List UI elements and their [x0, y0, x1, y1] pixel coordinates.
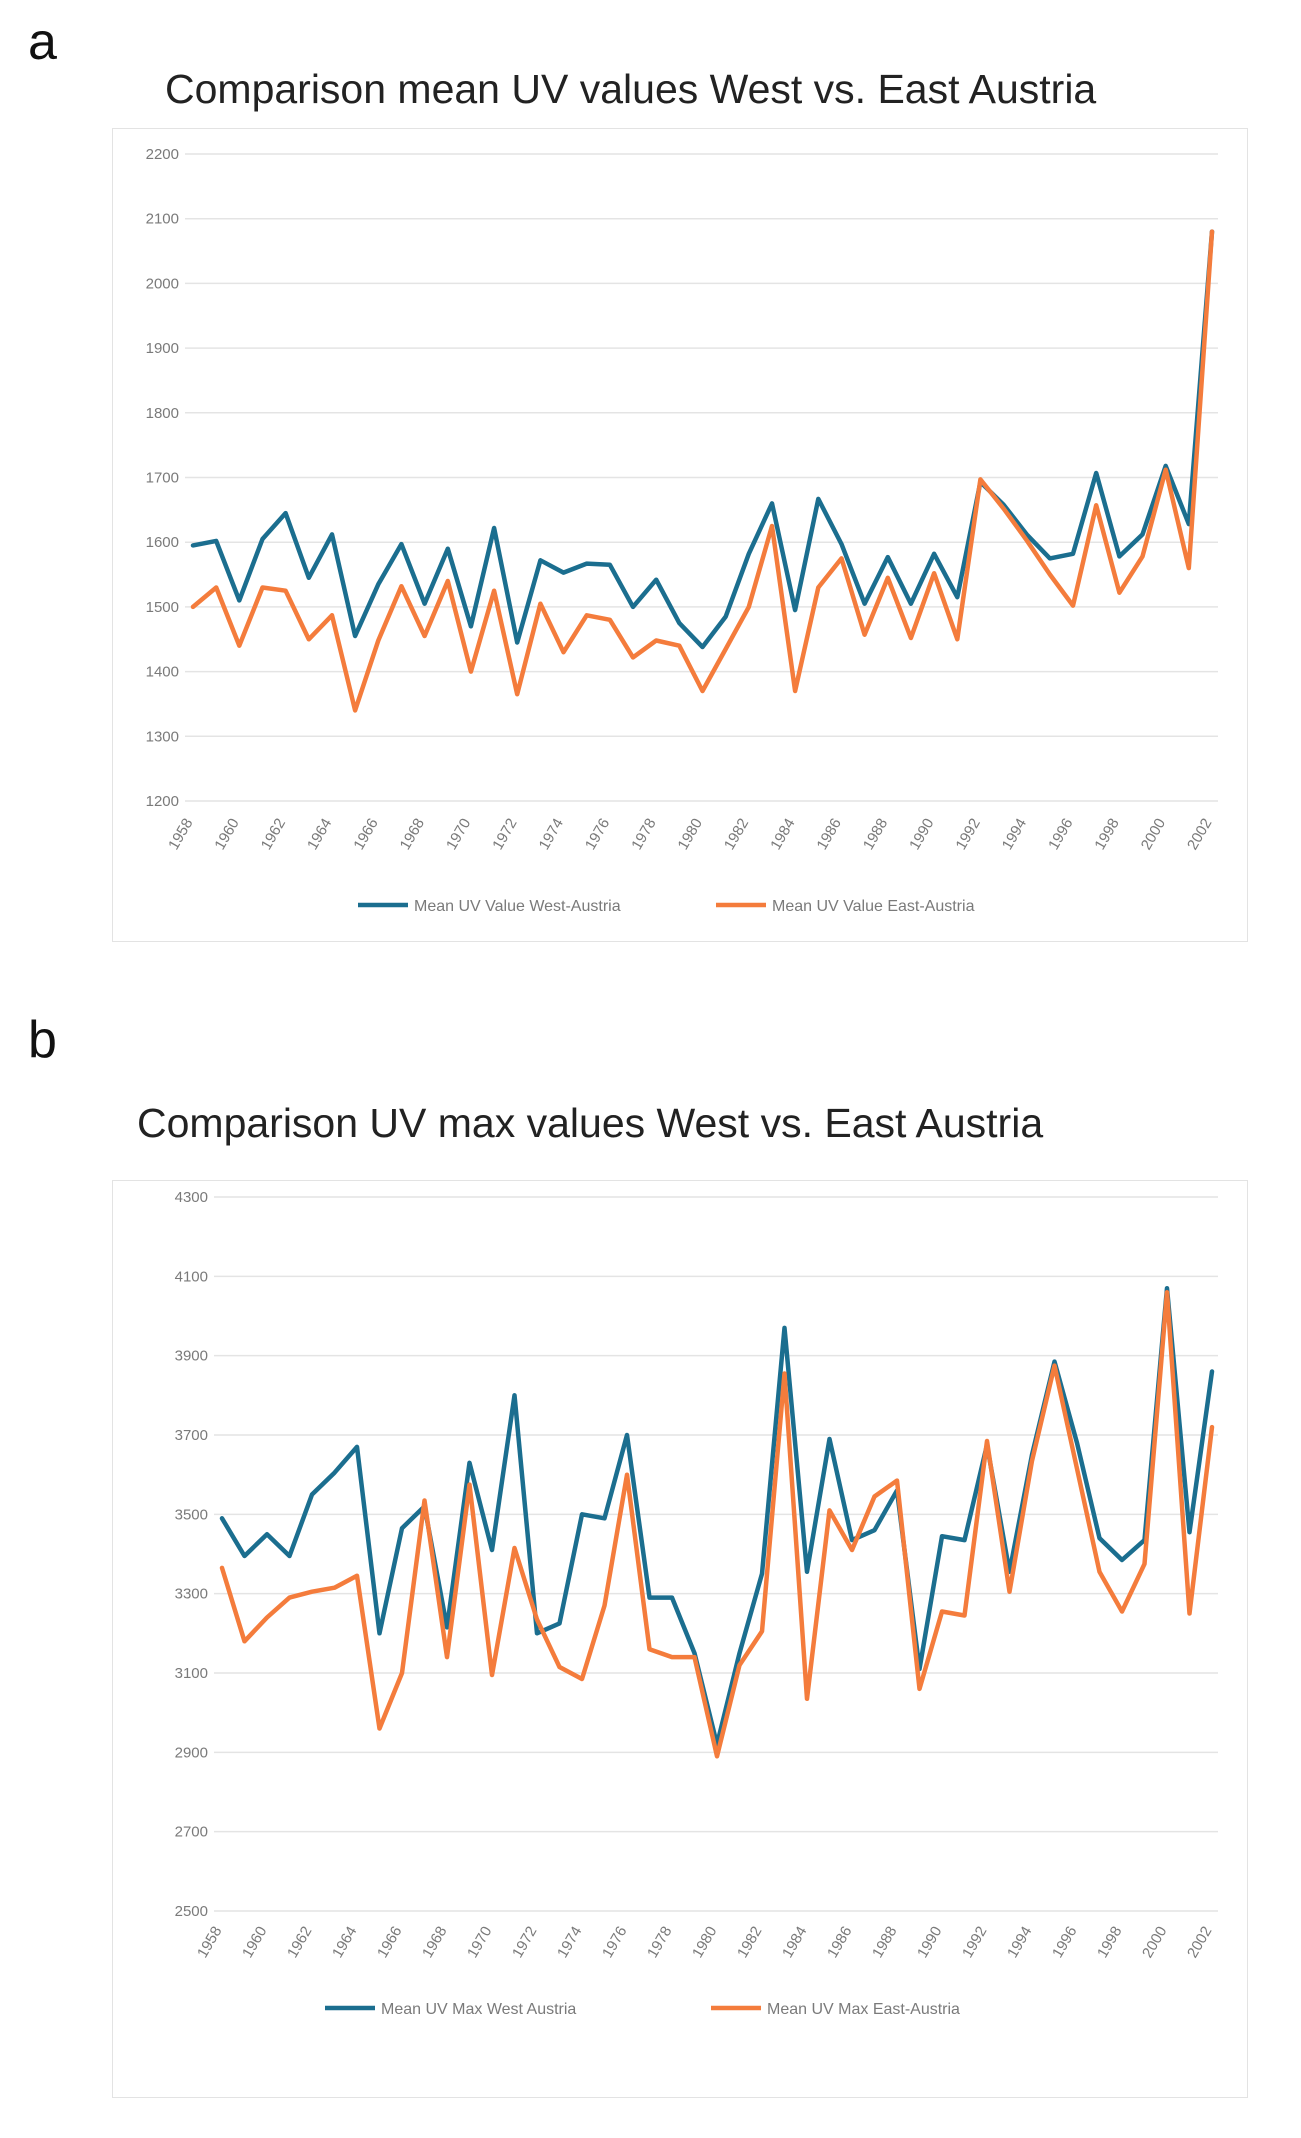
- x-tick-label: 1978: [644, 1924, 675, 1961]
- x-tick-label: 1984: [779, 1924, 810, 1961]
- panel-label-a: a: [28, 13, 57, 71]
- series-line-east: [219, 1289, 1215, 1759]
- y-tick-label: 3100: [175, 1665, 208, 1682]
- x-tick-label: 1988: [869, 1924, 900, 1961]
- x-tick-label: 1990: [914, 1924, 945, 1961]
- chart-title-a: Comparison mean UV values West vs. East …: [165, 66, 1097, 112]
- panel-label-b: b: [28, 1011, 57, 1069]
- x-tick-label: 1992: [959, 1924, 990, 1961]
- series-line-east: [190, 229, 1215, 713]
- legend-label: Mean UV Max East-Austria: [767, 2001, 960, 2018]
- y-tick-label: 2500: [175, 1903, 208, 1920]
- y-tick-label: 1600: [146, 534, 179, 551]
- legend-label: Mean UV Value West-Austria: [414, 898, 621, 915]
- x-tick-label: 1966: [374, 1924, 405, 1961]
- x-tick-label: 1962: [284, 1924, 315, 1961]
- y-tick-label: 3700: [175, 1427, 208, 1444]
- y-tick-label: 1900: [146, 340, 179, 357]
- x-tick-label: 1974: [554, 1924, 585, 1961]
- x-tick-label: 1996: [1049, 1924, 1080, 1961]
- y-tick-label: 2700: [175, 1824, 208, 1841]
- x-tick-label: 1964: [329, 1924, 360, 1961]
- x-tick-label: 1970: [464, 1924, 495, 1961]
- y-tick-label: 2100: [146, 211, 179, 228]
- y-tick-label: 4100: [175, 1268, 208, 1285]
- x-tick-label: 1968: [419, 1924, 450, 1961]
- x-tick-label: 1960: [239, 1924, 270, 1961]
- y-tick-label: 1200: [146, 793, 179, 810]
- y-tick-label: 2200: [146, 146, 179, 163]
- y-tick-label: 1800: [146, 405, 179, 422]
- y-tick-label: 3500: [175, 1506, 208, 1523]
- y-tick-label: 2000: [146, 275, 179, 292]
- chart-frame-b: [112, 1180, 1248, 2098]
- x-tick-label: 1972: [509, 1924, 540, 1961]
- x-tick-label: 2000: [1139, 1924, 1170, 1961]
- series-line-west: [190, 229, 1215, 650]
- legend-label: Mean UV Max West Austria: [381, 2001, 576, 2018]
- y-tick-label: 1300: [146, 728, 179, 745]
- x-tick-label: 1980: [689, 1924, 720, 1961]
- chart-frame-a: [112, 128, 1248, 942]
- x-tick-label: 1976: [599, 1924, 630, 1961]
- chart-title-b: Comparison UV max values West vs. East A…: [137, 1100, 1044, 1146]
- x-tick-label: 1998: [1094, 1924, 1125, 1961]
- legend-label: Mean UV Value East-Austria: [772, 898, 975, 915]
- y-tick-label: 4300: [175, 1189, 208, 1206]
- x-tick-label: 2002: [1184, 1924, 1215, 1961]
- y-tick-label: 3300: [175, 1586, 208, 1603]
- x-tick-label: 1982: [734, 1924, 765, 1961]
- y-tick-label: 1400: [146, 664, 179, 681]
- y-tick-label: 1500: [146, 599, 179, 616]
- y-tick-label: 1700: [146, 470, 179, 487]
- x-tick-label: 1986: [824, 1924, 855, 1961]
- x-tick-label: 1958: [194, 1924, 225, 1961]
- y-tick-label: 2900: [175, 1744, 208, 1761]
- x-tick-label: 1994: [1004, 1924, 1035, 1961]
- y-tick-label: 3900: [175, 1348, 208, 1365]
